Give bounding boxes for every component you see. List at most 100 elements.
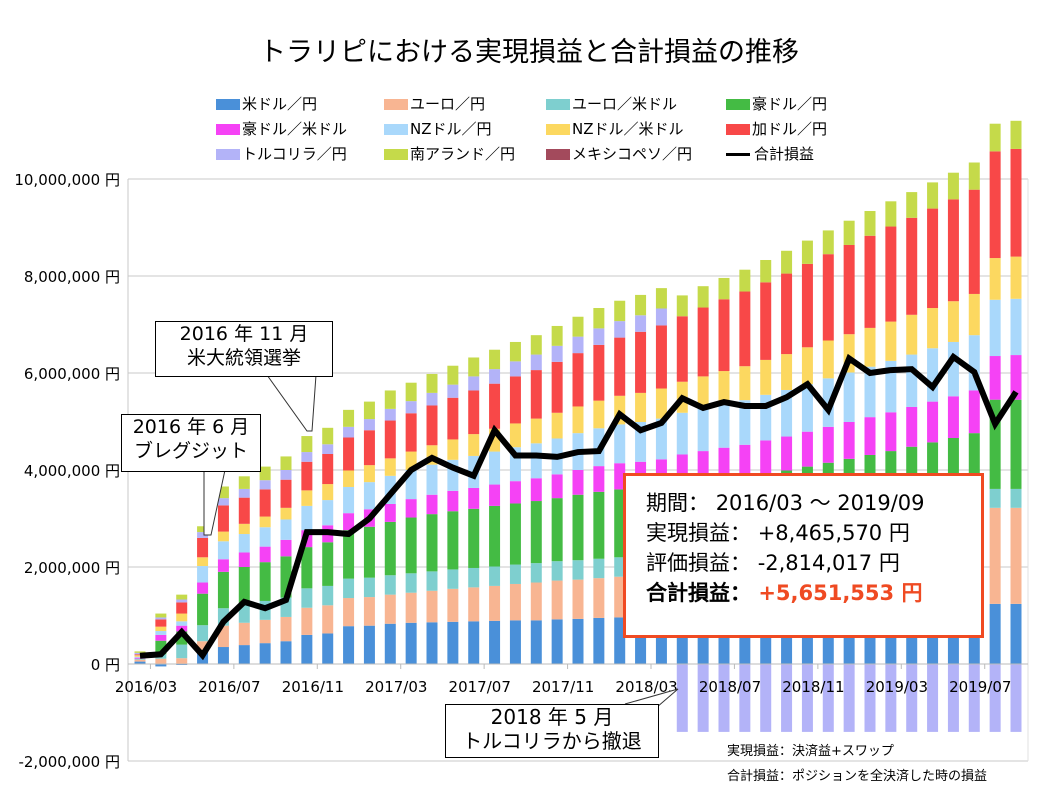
bar-segment: [363, 401, 375, 420]
bar-segment: [1010, 399, 1022, 489]
bar-segment: [530, 370, 542, 419]
bar-segment: [593, 328, 605, 345]
bar-segment: [843, 372, 855, 422]
bar-segment: [530, 478, 542, 502]
bar-segment: [280, 556, 292, 598]
bar-segment: [697, 286, 709, 308]
bar-segment: [468, 508, 480, 568]
bar-segment: [447, 384, 459, 398]
bar-segment: [468, 434, 480, 456]
bar-segment: [676, 295, 688, 317]
bar-segment: [989, 123, 1001, 152]
bar-segment: [927, 348, 939, 402]
bar-segment: [384, 390, 396, 409]
bar-segment: [301, 634, 313, 664]
bar-segment: [301, 505, 313, 531]
bar-segment: [405, 499, 417, 518]
bar-segment: [635, 617, 647, 664]
bar-segment: [509, 447, 521, 482]
bar-segment: [593, 344, 605, 401]
y-tick-label: 2,000,000 円: [24, 559, 120, 577]
bar-segment: [489, 349, 501, 370]
bar-segment: [363, 625, 375, 664]
bar-segment: [530, 443, 542, 479]
bar-segment: [885, 321, 897, 361]
bar-segment: [718, 447, 730, 479]
x-tick-label: 2018/07: [699, 678, 761, 696]
bar-segment: [134, 659, 146, 662]
bar-segment: [1010, 507, 1022, 604]
bar-segment: [572, 406, 584, 434]
bar-segment: [781, 273, 793, 355]
bar-segment: [489, 428, 501, 452]
bar-segment: [176, 613, 188, 622]
bar-segment: [301, 588, 313, 608]
bar-segment: [468, 587, 480, 622]
bar-segment: [134, 655, 146, 657]
bar-segment: [217, 541, 229, 560]
bar-segment: [551, 498, 563, 562]
bar-segment: [426, 494, 438, 515]
bar-segment: [322, 542, 334, 586]
legend-label: 合計損益: [754, 145, 815, 163]
bar-segment: [176, 621, 188, 626]
legend-swatch: [726, 124, 750, 135]
bar-segment: [843, 334, 855, 373]
bar-segment: [363, 577, 375, 598]
bar-segment: [572, 336, 584, 354]
bar-segment: [864, 366, 876, 418]
bar-segment: [822, 340, 834, 379]
bar-segment: [155, 631, 167, 635]
bar-segment: [301, 490, 313, 506]
bar-segment: [280, 616, 292, 642]
bar-segment: [238, 523, 250, 535]
bar-segment: [551, 474, 563, 499]
bar-segment: [363, 465, 375, 483]
bar-segment: [426, 514, 438, 572]
bar-segment: [1010, 120, 1022, 149]
bar-segment: [238, 488, 250, 498]
bar-segment: [989, 399, 1001, 489]
bar-segment: [551, 580, 563, 620]
bar-segment: [155, 640, 167, 655]
bar-segment: [614, 321, 626, 338]
legend-label: NZドル／米ドル: [572, 120, 684, 138]
bar-segment: [635, 392, 647, 422]
bar-segment: [739, 291, 751, 367]
bar-segment: [405, 451, 417, 470]
bar-segment: [572, 353, 584, 407]
y-tick-label: -2,000,000 円: [18, 753, 120, 771]
bar-segment: [593, 558, 605, 579]
bar-segment: [280, 456, 292, 470]
bar-segment: [676, 316, 688, 382]
bar-segment: [509, 620, 521, 664]
bar-segment: [885, 612, 897, 664]
bar-segment: [280, 470, 292, 480]
bar-segment: [551, 619, 563, 664]
bar-segment: [655, 617, 667, 664]
bar-segment: [426, 373, 438, 393]
bar-segment: [301, 452, 313, 462]
bar-segment: [1010, 298, 1022, 356]
bar-segment: [447, 621, 459, 664]
bar-segment: [426, 571, 438, 591]
bar-segment: [363, 597, 375, 626]
bar-segment: [322, 427, 334, 445]
bar-segment: [238, 534, 250, 553]
bar-segment: [384, 594, 396, 624]
bar-segment: [968, 293, 980, 336]
bar-segment: [176, 594, 188, 600]
x-tick-label: 2018/03: [615, 678, 677, 696]
bar-segment: [801, 431, 813, 467]
bar-segment: [968, 664, 980, 732]
bar-segment: [781, 664, 793, 732]
bar-segment: [530, 335, 542, 355]
bar-segment: [176, 658, 188, 664]
bar-segment: [885, 360, 897, 413]
bar-segment: [572, 560, 584, 580]
bar-segment: [447, 490, 459, 512]
bar-segment: [760, 664, 772, 732]
bar-segment: [927, 401, 939, 443]
annotation-us-election: 2016 年 11 月 米大統領選挙: [155, 321, 333, 377]
note-total: 合計損益：ポジションを全決済した時の損益: [727, 769, 988, 784]
